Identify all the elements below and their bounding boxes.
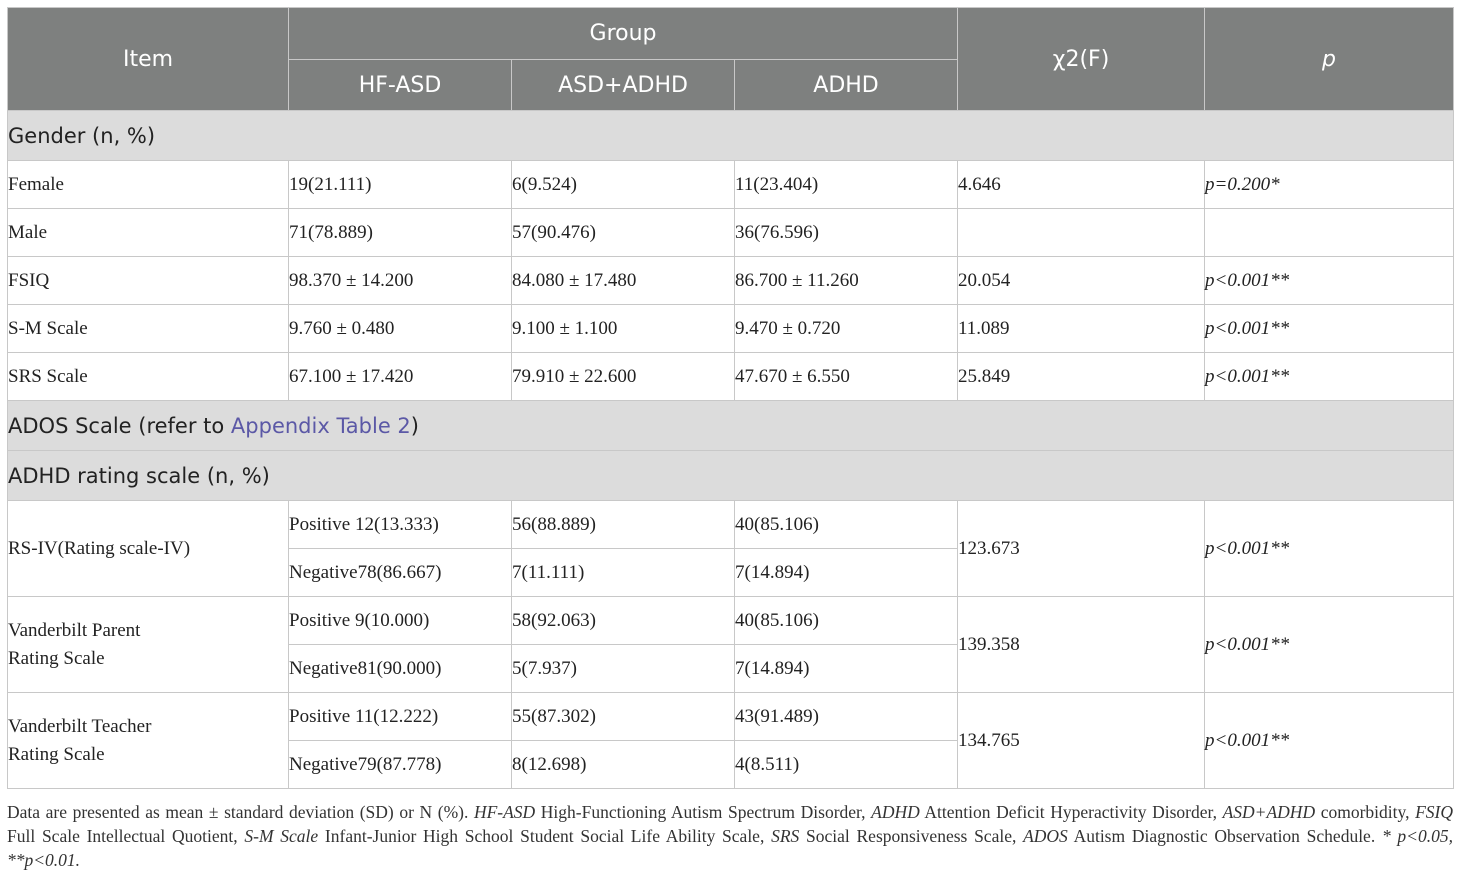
cell-adhd: 4(8.511) [733, 740, 959, 789]
section-ados: ADOS Scale (refer to Appendix Table 2) [6, 400, 1455, 451]
table-row: Vanderbilt Teacher Rating Scale Positive… [7, 692, 1455, 789]
header-item: Item [7, 7, 289, 111]
cell-chi: 25.849 [957, 352, 1206, 401]
cell-p: p<0.001** [1204, 352, 1455, 401]
table-row: Vanderbilt Parent Rating Scale Positive … [7, 596, 1455, 693]
cell-chi: 4.646 [957, 160, 1206, 209]
header-group-adhd: ADHD [733, 59, 959, 111]
header-chi: χ2(F) [957, 7, 1206, 111]
footnote-abbrev: ADHD [871, 802, 920, 822]
cell-adhd: 40(85.106) [733, 596, 959, 645]
cell-chi [957, 208, 1206, 257]
footnote-text: Attention Deficit Hyperactivity Disorder… [919, 802, 1223, 822]
cell-adhd: 40(85.106) [733, 500, 959, 549]
cell-p [1204, 208, 1455, 257]
cell-adhd: 9.470 ± 0.720 [733, 304, 959, 353]
cell-chi: 134.765 [957, 692, 1206, 789]
cell-hfasd: Negative78(86.667) [288, 548, 512, 597]
header-group: Group [287, 7, 959, 60]
section-gender: Gender (n, %) [6, 110, 1455, 161]
ados-label-close: ) [410, 413, 419, 438]
section-adhd-rating: ADHD rating scale (n, %) [6, 450, 1455, 501]
table-row: Negative79(87.778) 8(12.698) 4(8.511) [8, 740, 1454, 789]
cell-hfasd: 9.760 ± 0.480 [288, 304, 512, 353]
cell-chi: 11.089 [957, 304, 1206, 353]
cell-adhd: 43(91.489) [733, 692, 959, 741]
cell-asd-adhd: 9.100 ± 1.100 [511, 304, 735, 353]
cell-hfasd: Positive 12(13.333) [288, 500, 512, 549]
cell-asd-adhd: 84.080 ± 17.480 [511, 256, 735, 305]
table-row: Negative81(90.000) 5(7.937) 7(14.894) [8, 644, 1454, 693]
cell-asd-adhd: 6(9.524) [511, 160, 735, 209]
row-item: RS-IV(Rating scale-IV) [7, 500, 289, 597]
cell-chi: 123.673 [957, 500, 1206, 597]
cell-hfasd: 19(21.111) [288, 160, 512, 209]
row-item: SRS Scale [7, 352, 289, 401]
cell-asd-adhd: 79.910 ± 22.600 [511, 352, 735, 401]
cell-adhd: 86.700 ± 11.260 [733, 256, 959, 305]
cell-adhd: 7(14.894) [733, 644, 959, 693]
results-table: Item Group χ2(F) p HF-ASD ASD+ADHD ADHD … [6, 7, 1455, 789]
header-p: p [1204, 7, 1455, 111]
row-item: Female [7, 160, 289, 209]
row-item: Vanderbilt Parent Rating Scale [7, 596, 289, 693]
table-row: Female 19(21.111) 6(9.524) 11(23.404) 4.… [7, 160, 1455, 209]
footnote-abbrev: ASD+ADHD [1222, 802, 1316, 822]
cell-chi: 20.054 [957, 256, 1206, 305]
cell-p: p<0.001** [1204, 596, 1455, 693]
cell-p: p<0.001** [1204, 692, 1455, 789]
table-row: FSIQ 98.370 ± 14.200 84.080 ± 17.480 86.… [7, 256, 1455, 305]
table-row: Negative78(86.667) 7(11.111) 7(14.894) [8, 548, 1454, 597]
footnote-text: Full Scale Intellectual Quotient, [7, 826, 245, 846]
row-item: S-M Scale [7, 304, 289, 353]
cell-p: p=0.200* [1204, 160, 1455, 209]
row-item: Male [7, 208, 289, 257]
table-row: SRS Scale 67.100 ± 17.420 79.910 ± 22.60… [7, 352, 1455, 401]
table-row: S-M Scale 9.760 ± 0.480 9.100 ± 1.100 9.… [7, 304, 1455, 353]
cell-hfasd: Negative79(87.778) [288, 740, 512, 789]
row-item: FSIQ [7, 256, 289, 305]
cell-p: p<0.001** [1204, 256, 1455, 305]
footnote-text: Data are presented as mean ± standard de… [7, 802, 474, 822]
cell-hfasd: Negative81(90.000) [288, 644, 512, 693]
cell-chi: 139.358 [957, 596, 1206, 693]
cell-adhd: 7(14.894) [733, 548, 959, 597]
cell-p: p<0.001** [1204, 500, 1455, 597]
row-item: Vanderbilt Teacher Rating Scale [7, 692, 289, 789]
footnote-abbrev: FSIQ [1415, 802, 1453, 822]
footnote-text: Social Responsiveness Scale, [799, 826, 1024, 846]
footnote-text: Autism Diagnostic Observation Schedule. [1067, 826, 1382, 846]
footnote-abbrev: HF-ASD [473, 802, 536, 822]
cell-asd-adhd: 7(11.111) [511, 548, 735, 597]
cell-hfasd: Positive 9(10.000) [288, 596, 512, 645]
cell-asd-adhd: 57(90.476) [511, 208, 735, 257]
cell-hfasd: 71(78.889) [288, 208, 512, 257]
cell-asd-adhd: 56(88.889) [511, 500, 735, 549]
cell-hfasd: Positive 11(12.222) [288, 692, 512, 741]
cell-hfasd: 98.370 ± 14.200 [288, 256, 512, 305]
footnote-abbrev: SRS [771, 826, 800, 846]
cell-p: p<0.001** [1204, 304, 1455, 353]
cell-asd-adhd: 55(87.302) [511, 692, 735, 741]
appendix-table-link[interactable]: Appendix Table 2 [230, 413, 411, 438]
cell-adhd: 47.670 ± 6.550 [733, 352, 959, 401]
footnote-significance: * p<0.05, **p<0.01. [7, 826, 1453, 870]
footnote-text: Infant-Junior High School Student Social… [318, 826, 772, 846]
cell-asd-adhd: 58(92.063) [511, 596, 735, 645]
cell-asd-adhd: 8(12.698) [511, 740, 735, 789]
table-row: RS-IV(Rating scale-IV) Positive 12(13.33… [7, 500, 1455, 597]
footnote-abbrev: S-M Scale [244, 826, 319, 846]
header-group-hfasd: HF-ASD [288, 59, 512, 111]
ados-label: ADOS Scale (refer to [8, 413, 231, 438]
header-group-asd-adhd: ASD+ADHD [511, 59, 735, 111]
cell-adhd: 36(76.596) [733, 208, 959, 257]
footnote-text: High-Functioning Autism Spectrum Disorde… [535, 802, 872, 822]
table-row: Male 71(78.889) 57(90.476) 36(76.596) [7, 208, 1455, 257]
table-footnote: Data are presented as mean ± standard de… [7, 800, 1453, 872]
cell-adhd: 11(23.404) [733, 160, 959, 209]
cell-hfasd: 67.100 ± 17.420 [288, 352, 512, 401]
footnote-text: comorbidity, [1315, 802, 1416, 822]
footnote-abbrev: ADOS [1023, 826, 1068, 846]
cell-asd-adhd: 5(7.937) [511, 644, 735, 693]
